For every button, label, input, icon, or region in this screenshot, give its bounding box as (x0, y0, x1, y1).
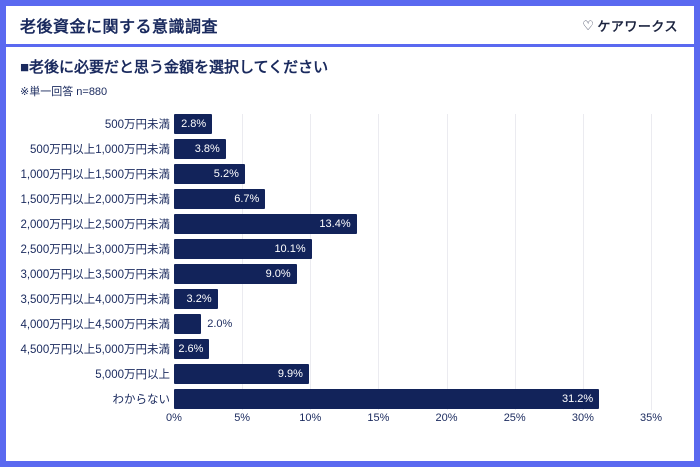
bar-row: 4,500万円以上5,000万円未満 2.6% (20, 339, 680, 359)
bar: 3.8% (174, 139, 226, 159)
bar: 31.2% (174, 389, 600, 409)
bar: 9.9% (174, 364, 309, 384)
bar: 13.4% (174, 214, 357, 234)
bar-value-label: 2.0% (207, 318, 233, 330)
bar-track: 3.2% (174, 289, 651, 309)
x-tick-label: 25% (503, 412, 526, 424)
bar-row: 500万円未満 2.8% (20, 114, 680, 134)
bar-value-label: 9.0% (265, 268, 291, 280)
category-label: 3,500万円以上4,000万円未満 (20, 294, 170, 306)
gridlines (174, 114, 652, 410)
bar-row: わからない 31.2% (20, 389, 680, 409)
bar-track: 5.2% (174, 164, 651, 184)
x-axis: 0% 5% 10% 15% 20% 25% 30% 35% (166, 412, 662, 428)
bar-track: 9.9% (174, 364, 651, 384)
bar-value-label: 10.1% (274, 243, 306, 255)
x-tick-label: 15% (367, 412, 390, 424)
bar: 2.6% (174, 339, 210, 359)
gridline (378, 114, 380, 410)
brand-logo: ♡ ケアワークス (582, 16, 678, 35)
x-tick-label: 5% (234, 412, 251, 424)
category-label: 4,000万円以上4,500万円未満 (20, 319, 170, 331)
category-label: 3,000万円以上3,500万円未満 (20, 269, 170, 281)
bar-value-label: 2.6% (178, 343, 204, 355)
survey-note: ※単一回答 n=880 (20, 86, 108, 98)
bar-value-label: 5.2% (213, 168, 239, 180)
category-label: 500万円未満 (104, 119, 170, 131)
bar-row: 1,500万円以上2,000万円未満 6.7% (20, 189, 680, 209)
category-label: わからない (112, 394, 171, 406)
bar-value-label: 3.2% (186, 293, 212, 305)
bar-track: 2.6% (174, 339, 651, 359)
category-label: 1,500万円以上2,000万円未満 (20, 194, 170, 206)
bar-row: 500万円以上1,000万円未満 3.8% (20, 139, 680, 159)
x-tick-label: 0% (166, 412, 182, 424)
bar-row: 3,000万円以上3,500万円未満 9.0% (20, 264, 680, 284)
gridline (582, 114, 584, 410)
category-label: 2,000万円以上2,500万円未満 (20, 219, 170, 231)
gridline (514, 114, 516, 410)
gridline (310, 114, 312, 410)
bar: 2.8% (174, 114, 213, 134)
page-title: 老後資金に関する意識調査 (20, 19, 219, 36)
bar-value-label: 3.8% (194, 143, 220, 155)
bar-value-label: 9.9% (277, 368, 303, 380)
bar-value-label: 2.8% (181, 118, 207, 130)
bar (174, 314, 202, 334)
bar-track: 2.8% (174, 114, 651, 134)
bar-row: 1,000万円以上1,500万円未満 5.2% (20, 164, 680, 184)
bar-row: 4,000万円以上4,500万円未満 2.0% (20, 314, 680, 334)
category-label: 1,000万円以上1,500万円未満 (20, 169, 170, 181)
bar: 10.1% (174, 239, 312, 259)
gridline (242, 114, 244, 410)
bar-track: 3.8% (174, 139, 651, 159)
bar-row: 5,000万円以上 9.9% (20, 364, 680, 384)
bar-row: 2,500万円以上3,000万円未満 10.1% (20, 239, 680, 259)
bar-track: 31.2% (174, 389, 651, 409)
bar-value-label: 13.4% (319, 218, 351, 230)
survey-card: ■老後に必要だと思う金額を選択してください ※単一回答 n=880 500万円未… (6, 47, 694, 461)
heart-icon: ♡ (582, 17, 595, 33)
bar: 5.2% (174, 164, 245, 184)
x-tick-label: 20% (435, 412, 458, 424)
category-label: 2,500万円以上3,000万円未満 (20, 244, 170, 256)
gridline (446, 114, 448, 410)
bar-value-label: 31.2% (562, 393, 594, 405)
category-label: 4,500万円以上5,000万円未満 (20, 344, 170, 356)
bar-track: 2.0% (174, 314, 651, 334)
bar-value-label: 6.7% (234, 193, 260, 205)
header-divider (6, 44, 694, 47)
x-tick-label: 35% (639, 412, 663, 424)
x-tick-label: 10% (299, 412, 322, 424)
question-title: ■老後に必要だと思う金額を選択してください (20, 59, 329, 76)
bar-track: 9.0% (174, 264, 651, 284)
bar: 3.2% (174, 289, 218, 309)
header: 老後資金に関する意識調査 ♡ ケアワークス (6, 6, 694, 44)
gridline (651, 114, 652, 410)
bar-rows: 500万円未満 2.8% 500万円以上1,000万円未満 3.8% 1,000万円以上… (20, 114, 680, 409)
bar: 6.7% (174, 189, 266, 209)
brand-name: ケアワークス (597, 18, 678, 34)
category-label: 500万円以上1,000万円未満 (30, 144, 170, 156)
bar-track: 10.1% (174, 239, 651, 259)
bar-track: 6.7% (174, 189, 651, 209)
bar-row: 3,500万円以上4,000万円未満 3.2% (20, 289, 680, 309)
bar-track: 13.4% (174, 214, 651, 234)
x-tick-label: 30% (571, 412, 594, 424)
bar: 9.0% (174, 264, 297, 284)
bar-chart: 500万円未満 2.8% 500万円以上1,000万円未満 3.8% 1,000万円以上… (20, 114, 680, 428)
category-label: 5,000万円以上 (95, 369, 170, 381)
bar-row: 2,000万円以上2,500万円未満 13.4% (20, 214, 680, 234)
